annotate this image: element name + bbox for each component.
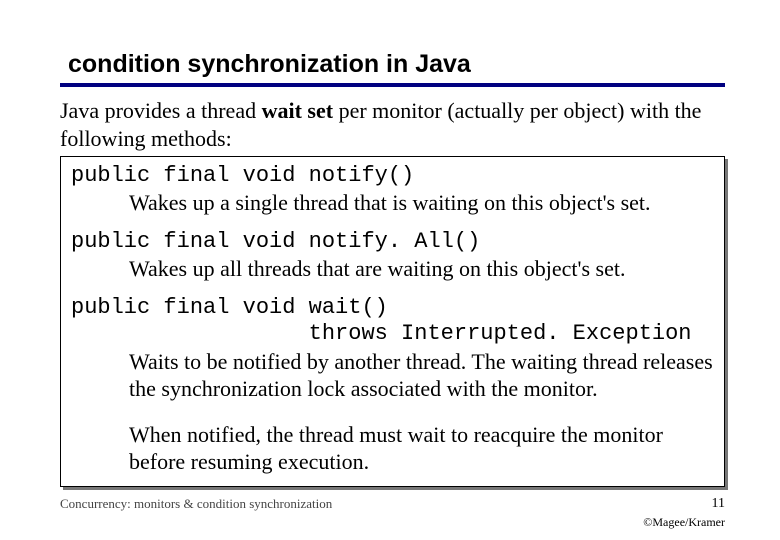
method-notify-all: public final void notify. All() Wakes up…	[71, 229, 714, 283]
copyright-text: ©Magee/Kramer	[643, 515, 725, 530]
notify-signature: public final void notify()	[71, 163, 714, 189]
footer-left-text: Concurrency: monitors & condition synchr…	[60, 496, 332, 512]
methods-box: public final void notify() Wakes up a si…	[60, 156, 725, 487]
wait-signature-line2: throws Interrupted. Exception	[71, 321, 714, 347]
page-number: 11	[712, 496, 725, 512]
title-underline	[60, 83, 725, 87]
method-wait: public final void wait() throws Interrup…	[71, 295, 714, 476]
intro-bold: wait set	[262, 98, 333, 123]
intro-pre: Java provides a thread	[60, 98, 262, 123]
notify-description: Wakes up a single thread that is waiting…	[129, 189, 714, 217]
wait-signature-line1: public final void wait()	[71, 295, 714, 321]
notify-all-signature: public final void notify. All()	[71, 229, 714, 255]
slide: condition synchronization in Java Java p…	[0, 0, 780, 540]
notify-all-description: Wakes up all threads that are waiting on…	[129, 255, 714, 283]
method-notify: public final void notify() Wakes up a si…	[71, 163, 714, 217]
intro-text: Java provides a thread wait set per moni…	[60, 97, 725, 152]
wait-description-1: Waits to be notified by another thread. …	[129, 348, 714, 403]
wait-description-2: When notified, the thread must wait to r…	[129, 421, 714, 476]
slide-title: condition synchronization in Java	[68, 50, 725, 79]
